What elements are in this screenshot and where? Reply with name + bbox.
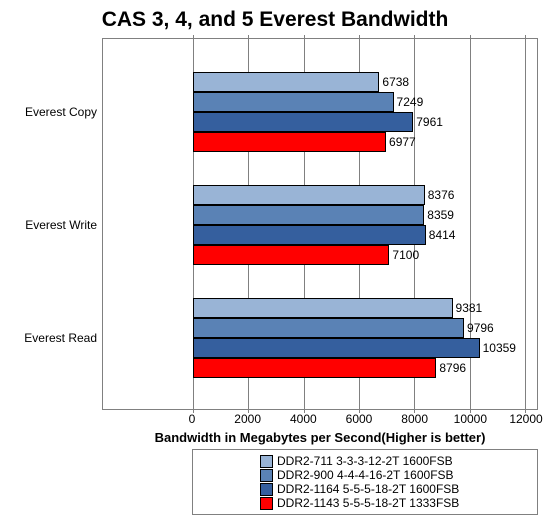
bar: 7100 [193,245,389,265]
x-tick: 2000 [234,412,261,426]
bar: 8376 [193,185,425,205]
x-axis: 020004000600080001000012000 [192,412,526,430]
plot-area: 6738724979616977837683598414710093819796… [102,38,538,410]
bar-row: 8414 [193,225,525,245]
bar-row: 6977 [193,132,525,152]
bar: 6977 [193,132,386,152]
bar-row: 8376 [193,185,525,205]
bar-row: 7249 [193,92,525,112]
plot-container: 6738724979616977837683598414710093819796… [12,38,538,515]
bar-value-label: 9796 [467,321,494,335]
bar: 9796 [193,318,464,338]
plot-body: 6738724979616977837683598414710093819796… [193,39,525,409]
x-axis-title: Bandwidth in Megabytes per Second(Higher… [102,430,538,445]
legend-item: DDR2-900 4-4-4-16-2T 1600FSB [260,468,470,482]
bar-row: 8796 [193,358,525,378]
bar-value-label: 10359 [483,341,516,355]
x-tick: 6000 [346,412,373,426]
bar-value-label: 7100 [392,248,419,262]
bar-value-label: 8414 [429,228,456,242]
bar: 8414 [193,225,426,245]
bar-group: 6738724979616977 [193,72,525,152]
bar-row: 7961 [193,112,525,132]
bar-group: 8376835984147100 [193,185,525,265]
chart-title: CAS 3, 4, and 5 Everest Bandwidth [12,8,538,32]
x-tick: 10000 [454,412,487,426]
category-label: Everest Read [24,332,97,344]
bar-row: 9381 [193,298,525,318]
gridline [525,35,526,413]
x-tick: 4000 [290,412,317,426]
bar-value-label: 8376 [428,188,455,202]
x-tick: 8000 [401,412,428,426]
category-label: Everest Copy [25,106,97,118]
legend-label: DDR2-711 3-3-3-12-2T 1600FSB [277,454,453,468]
bar-value-label: 8359 [427,208,454,222]
bar-value-label: 9381 [456,301,483,315]
bar-value-label: 7961 [416,115,443,129]
bar-value-label: 6738 [382,75,409,89]
legend-label: DDR2-1164 5-5-5-18-2T 1600FSB [277,482,459,496]
bar-group: 93819796103598796 [193,298,525,378]
legend: DDR2-711 3-3-3-12-2T 1600FSBDDR2-900 4-4… [192,449,538,515]
bar: 8796 [193,358,436,378]
bar: 6738 [193,72,379,92]
bar: 7961 [193,112,413,132]
legend-label: DDR2-1143 5-5-5-18-2T 1333FSB [277,496,459,510]
legend-label: DDR2-900 4-4-4-16-2T 1600FSB [277,468,454,482]
bar-row: 7100 [193,245,525,265]
bar-row: 9796 [193,318,525,338]
bar: 8359 [193,205,424,225]
legend-item: DDR2-1143 5-5-5-18-2T 1333FSB [260,496,470,510]
bar: 9381 [193,298,453,318]
bar-row: 10359 [193,338,525,358]
bar: 7249 [193,92,394,112]
bar-row: 6738 [193,72,525,92]
legend-swatch [260,483,273,496]
bar-value-label: 8796 [439,361,466,375]
x-tick: 12000 [509,412,542,426]
legend-swatch [260,455,273,468]
legend-swatch [260,497,273,510]
category-label: Everest Write [25,219,97,231]
bar-value-label: 6977 [389,135,416,149]
legend-swatch [260,469,273,482]
legend-item: DDR2-1164 5-5-5-18-2T 1600FSB [260,482,470,496]
bar-value-label: 7249 [397,95,424,109]
legend-item: DDR2-711 3-3-3-12-2T 1600FSB [260,454,470,468]
chart-container: CAS 3, 4, and 5 Everest Bandwidth 673872… [0,0,550,507]
x-tick: 0 [189,412,196,426]
bar-row: 8359 [193,205,525,225]
bar: 10359 [193,338,480,358]
